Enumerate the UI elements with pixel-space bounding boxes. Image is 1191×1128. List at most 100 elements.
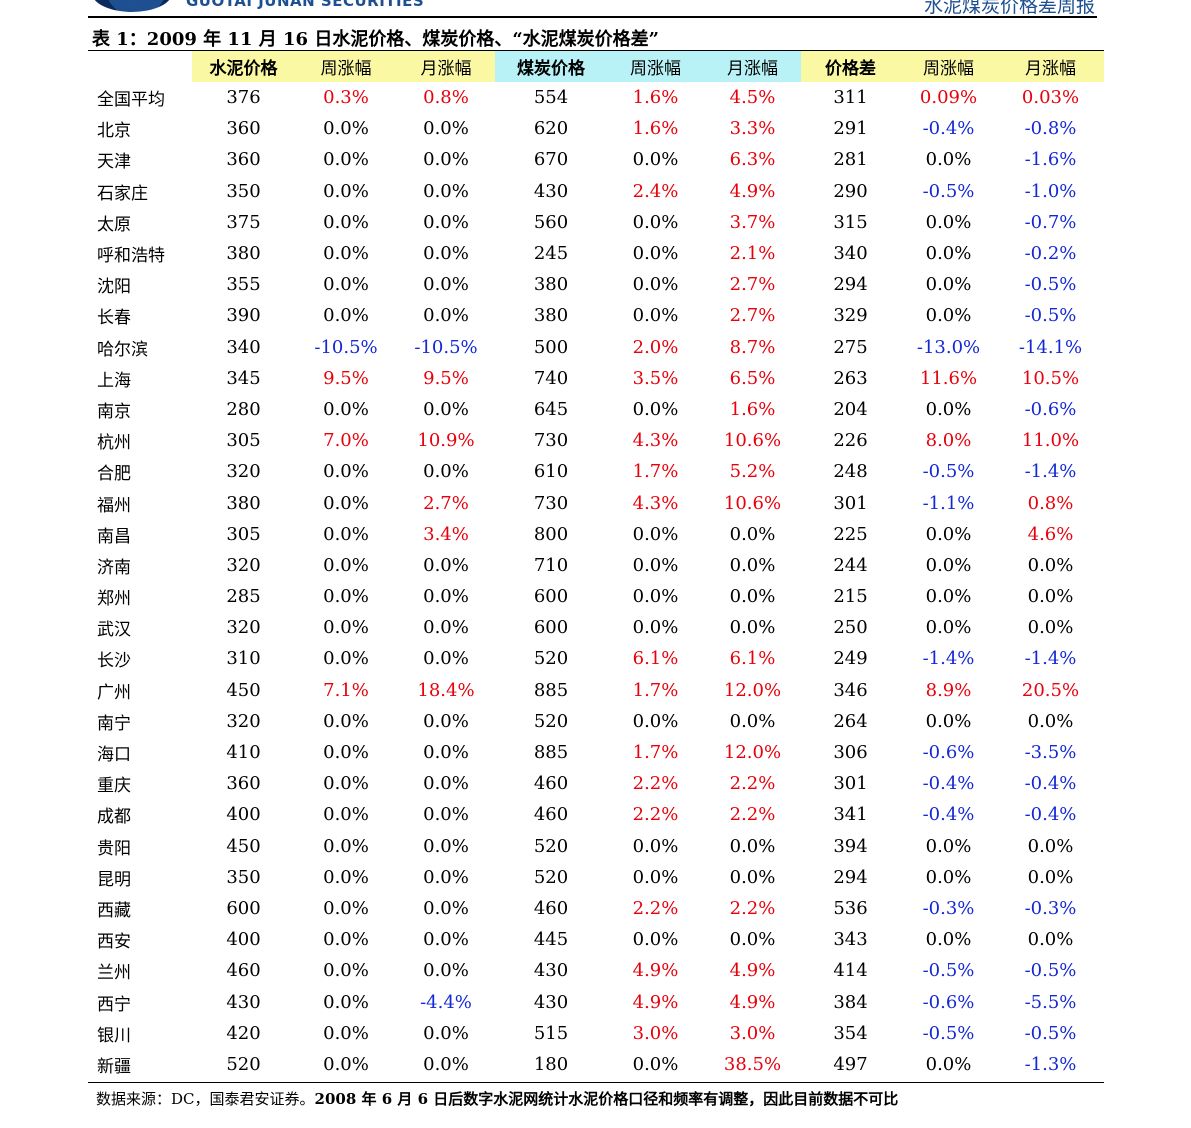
cell-city: 南宁 (97, 713, 131, 734)
cell-diff-weekly: 0.0% (925, 710, 972, 732)
cell-diff-monthly: -0.4% (1024, 804, 1077, 826)
table-row: 广州 450 7.1% 18.4% 885 1.7% 12.0% 346 8.9% 20.5% (88, 675, 1104, 706)
cell-cement-weekly: 0.0% (323, 243, 369, 265)
cell-cement-monthly: 0.0% (423, 1053, 469, 1075)
cell-cement-weekly: 0.0% (323, 554, 369, 576)
cell-coal-price: 710 (533, 554, 569, 576)
cell-city: 昆明 (97, 869, 131, 890)
table-row: 济南 320 0.0% 0.0% 710 0.0% 0.0% 244 0.0% 0.0% (88, 550, 1104, 581)
table-row: 哈尔滨 340 -10.5% -10.5% 500 2.0% 8.7% 275 -13.0% -1… (88, 332, 1104, 363)
cell-coal-price: 500 (533, 336, 569, 358)
table-row: 海口 410 0.0% 0.0% 885 1.7% 12.0% 306 -0.6% -3.5% (88, 737, 1104, 768)
cell-cement-price: 305 (226, 430, 261, 452)
cell-city: 长沙 (97, 651, 131, 672)
cell-diff-weekly: -0.4% (922, 804, 975, 826)
cell-cement-price: 350 (226, 866, 261, 888)
column-header-coal-weekly: 周涨幅 (607, 51, 704, 82)
cell-coal-monthly: 0.0% (729, 523, 776, 545)
cell-city: 海口 (97, 745, 131, 766)
cell-diff-monthly: -0.5% (1024, 274, 1077, 296)
cell-cement-weekly: 0.0% (323, 710, 369, 732)
cell-price-diff: 249 (833, 648, 868, 670)
cell-cement-price: 320 (226, 710, 261, 732)
cell-cement-weekly: 0.0% (323, 586, 369, 608)
cell-price-diff: 250 (833, 617, 868, 639)
column-header-price-diff: 价格差 (801, 51, 900, 82)
cell-cement-weekly: 0.0% (323, 461, 369, 483)
cell-coal-monthly: 12.0% (723, 742, 782, 764)
cell-diff-weekly: -0.6% (922, 991, 975, 1013)
cell-price-diff: 291 (833, 118, 868, 140)
table-row: 北京 360 0.0% 0.0% 620 1.6% 3.3% 291 -0.4% -0.8% (88, 113, 1104, 144)
cell-cement-weekly: -10.5% (314, 336, 378, 358)
cell-diff-weekly: 0.0% (925, 866, 972, 888)
cell-coal-weekly: 0.0% (632, 554, 679, 576)
cell-coal-price: 520 (533, 835, 569, 857)
cell-coal-monthly: 4.5% (729, 87, 776, 109)
cell-cement-monthly: 0.0% (423, 554, 469, 576)
cell-coal-monthly: 4.9% (729, 991, 776, 1013)
cell-cement-monthly: 0.0% (423, 929, 469, 951)
cell-city: 西安 (97, 932, 131, 953)
cell-coal-price: 430 (533, 991, 569, 1013)
cell-city: 武汉 (97, 620, 131, 641)
cell-coal-price: 800 (533, 523, 569, 545)
table-row: 呼和浩特 380 0.0% 0.0% 245 0.0% 2.1% 340 0.0% -0.2% (88, 238, 1104, 269)
cell-coal-weekly: 0.0% (632, 523, 679, 545)
cell-cement-monthly: 0.0% (423, 835, 469, 857)
cell-diff-weekly: -0.3% (922, 897, 975, 919)
cell-coal-weekly: 1.6% (632, 118, 679, 140)
cell-cement-price: 285 (226, 586, 261, 608)
cell-coal-monthly: 5.2% (729, 461, 776, 483)
cell-price-diff: 340 (833, 243, 868, 265)
cell-coal-weekly: 2.2% (632, 773, 679, 795)
cell-coal-weekly: 0.0% (632, 243, 679, 265)
cell-coal-weekly: 0.0% (632, 710, 679, 732)
cell-price-diff: 384 (833, 991, 868, 1013)
cell-cement-weekly: 0.0% (323, 118, 369, 140)
cell-coal-price: 740 (533, 367, 569, 389)
cell-coal-weekly: 1.7% (632, 742, 679, 764)
column-header-cement-price: 水泥价格 (192, 51, 295, 82)
cell-city: 西宁 (97, 994, 131, 1015)
cell-coal-monthly: 8.7% (729, 336, 776, 358)
cell-coal-price: 520 (533, 648, 569, 670)
cell-cement-monthly: 0.0% (423, 305, 469, 327)
cell-diff-monthly: -1.4% (1024, 461, 1077, 483)
cell-city: 天津 (97, 152, 131, 173)
cell-coal-price: 460 (533, 897, 569, 919)
cell-coal-monthly: 0.0% (729, 554, 776, 576)
cell-cement-weekly: 0.0% (323, 804, 369, 826)
cell-cement-price: 360 (226, 149, 261, 171)
table-row: 武汉 320 0.0% 0.0% 600 0.0% 0.0% 250 0.0% 0.0% (88, 612, 1104, 643)
cell-diff-weekly: -1.4% (922, 648, 975, 670)
cell-diff-monthly: -0.6% (1024, 398, 1077, 420)
cell-cement-weekly: 0.0% (323, 305, 369, 327)
cell-coal-weekly: 1.6% (632, 87, 679, 109)
cell-cement-weekly: 0.0% (323, 929, 369, 951)
cell-coal-price: 430 (533, 960, 569, 982)
cell-coal-weekly: 6.1% (632, 648, 679, 670)
table-row: 太原 375 0.0% 0.0% 560 0.0% 3.7% 315 0.0% -0.7% (88, 207, 1104, 238)
cell-cement-price: 450 (226, 835, 261, 857)
table-title: 表 1：2009 年 11 月 16 日水泥价格、煤炭价格、“水泥煤炭价格差” (92, 29, 660, 50)
cell-coal-weekly: 0.0% (632, 211, 679, 233)
cell-coal-price: 645 (533, 398, 569, 420)
footer-divider (88, 1082, 1104, 1083)
table-row: 长沙 310 0.0% 0.0% 520 6.1% 6.1% 249 -1.4% -1.4% (88, 643, 1104, 674)
cell-coal-monthly: 10.6% (723, 430, 782, 452)
cell-cement-price: 305 (226, 523, 261, 545)
cell-diff-monthly: -0.8% (1024, 118, 1077, 140)
cell-coal-weekly: 0.0% (632, 929, 679, 951)
cell-coal-price: 460 (533, 804, 569, 826)
cell-diff-monthly: -0.4% (1024, 773, 1077, 795)
cell-diff-weekly: 0.0% (925, 243, 972, 265)
cell-cement-monthly: 0.0% (423, 274, 469, 296)
cell-coal-monthly: 0.0% (729, 866, 776, 888)
cell-diff-weekly: 0.0% (925, 523, 972, 545)
cell-diff-weekly: 0.0% (925, 1053, 972, 1075)
cell-coal-price: 520 (533, 866, 569, 888)
cell-cement-monthly: -4.4% (420, 991, 472, 1013)
cell-city: 济南 (97, 557, 131, 578)
table-row: 沈阳 355 0.0% 0.0% 380 0.0% 2.7% 294 0.0% -0.5% (88, 269, 1104, 300)
